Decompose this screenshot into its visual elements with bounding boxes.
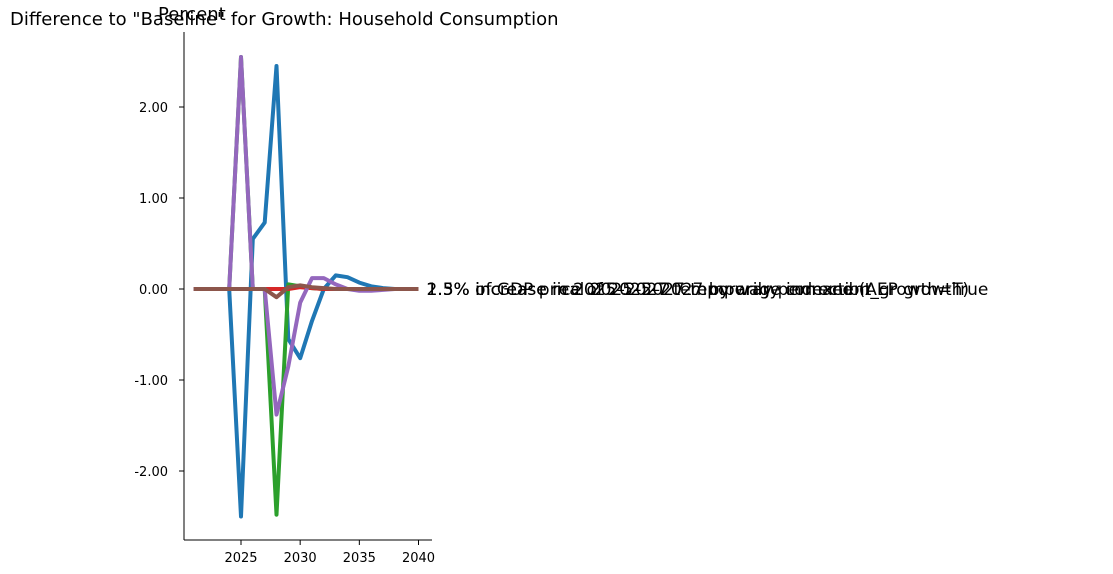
series-line [193, 55, 419, 417]
y-tick-label: -1.00 [134, 374, 168, 389]
y-tick-label: 0.00 [139, 283, 168, 298]
y-ticks: -2.00 -1.00 0.00 1.00 2.00 [134, 101, 184, 480]
x-tick-label: 2030 [284, 551, 317, 566]
series-line [193, 283, 419, 300]
series-lines [193, 55, 419, 519]
series-label: 1.5% increase real 2025–2027 temporary c… [427, 280, 989, 300]
series-labels: 1.3% increase in 2025–2027 temporarily p… [427, 280, 989, 300]
chart-title: Difference to "Baseline" for Growth: Hou… [10, 9, 559, 30]
y-tick-label: 2.00 [139, 101, 168, 116]
y-axis-label: Percent [158, 4, 226, 25]
series-label: 2.5% of GDP price of 2025–2027 by wage i… [427, 280, 970, 300]
x-ticks: 2025 2030 2035 2040 [224, 540, 435, 566]
y-tick-label: 1.00 [139, 192, 168, 207]
series-label: 1.3% increase in 2025–2027 temporarily p… [427, 280, 872, 300]
x-tick-label: 2035 [343, 551, 376, 566]
x-tick-label: 2025 [224, 551, 257, 566]
x-tick-label: 2040 [402, 551, 435, 566]
y-tick-label: -2.00 [134, 465, 168, 480]
